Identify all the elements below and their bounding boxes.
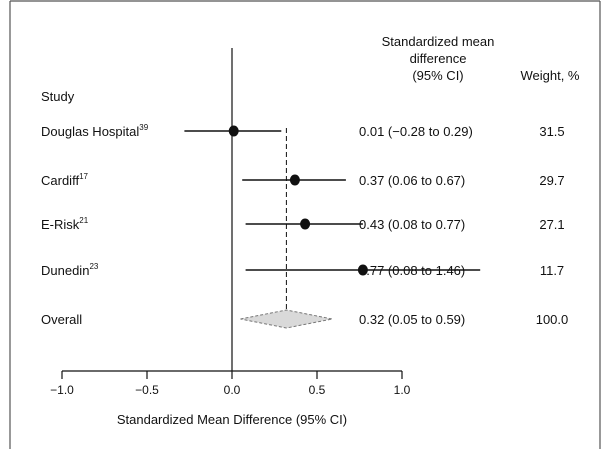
study-label: Cardiff17	[41, 172, 89, 188]
point-estimate	[290, 175, 300, 186]
ci-text: 0.77 (0.08 to 1.46)	[359, 263, 465, 278]
weight-value: 29.7	[539, 173, 564, 188]
ci-text: 0.37 (0.06 to 0.67)	[359, 173, 465, 188]
overall-ci-text: 0.32 (0.05 to 0.59)	[359, 312, 465, 327]
header-weight: Weight, %	[520, 68, 579, 83]
overall-diamond	[241, 310, 333, 328]
point-estimate	[229, 126, 239, 137]
weight-value: 11.7	[540, 263, 564, 278]
ci-text: 0.01 (−0.28 to 0.29)	[359, 124, 473, 139]
header-smd-line2: difference	[410, 51, 467, 66]
x-tick-label: 0.5	[309, 383, 326, 397]
x-tick-label: −0.5	[135, 383, 159, 397]
header-study: Study	[41, 89, 75, 104]
x-tick-label: −1.0	[50, 383, 74, 397]
study-label: Douglas Hospital39	[41, 123, 149, 139]
x-axis-label: Standardized Mean Difference (95% CI)	[117, 412, 347, 427]
overall-label: Overall	[41, 312, 82, 327]
overall-weight: 100.0	[536, 312, 569, 327]
study-label: E-Risk21	[41, 216, 89, 232]
weight-value: 27.1	[539, 217, 564, 232]
weight-value: 31.5	[539, 124, 564, 139]
study-label: Dunedin23	[41, 262, 99, 278]
x-tick-label: 0.0	[224, 383, 241, 397]
x-axis: −1.0 −0.5 0.0 0.5 1.0	[50, 371, 411, 397]
point-estimate	[300, 219, 310, 230]
header-smd-line3: (95% CI)	[412, 68, 463, 83]
ci-text: 0.43 (0.08 to 0.77)	[359, 217, 465, 232]
x-tick-label: 1.0	[394, 383, 411, 397]
header-smd-line1: Standardized mean	[382, 34, 495, 49]
